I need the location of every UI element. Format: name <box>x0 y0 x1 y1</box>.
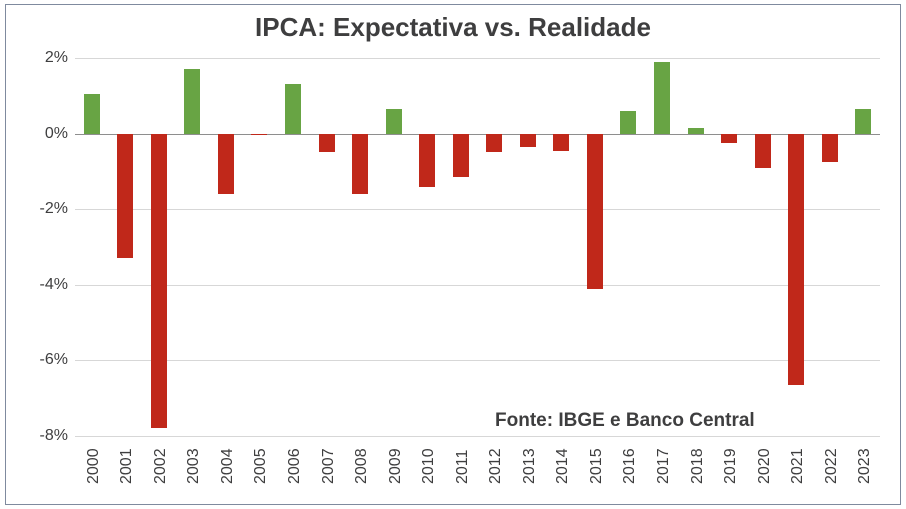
chart-title: IPCA: Expectativa vs. Realidade <box>0 12 906 43</box>
gridline-h <box>75 285 880 286</box>
bar <box>520 134 536 147</box>
x-tick-label: 2004 <box>219 448 237 484</box>
x-tick-label: 2016 <box>621 448 639 484</box>
bar <box>352 134 368 194</box>
x-tick-label: 2009 <box>387 448 405 484</box>
y-tick-label: -8% <box>8 427 68 445</box>
gridline-h <box>75 209 880 210</box>
plot-area: Fonte: IBGE e Banco Central <box>75 58 880 436</box>
bar <box>419 134 435 187</box>
x-tick-label: 2015 <box>588 448 606 484</box>
bar <box>453 134 469 177</box>
x-tick-label: 2022 <box>823 448 841 484</box>
y-tick-label: -2% <box>8 200 68 218</box>
x-tick-label: 2003 <box>185 448 203 484</box>
bar <box>855 109 871 134</box>
bar <box>721 134 737 143</box>
x-tick-label: 2019 <box>722 448 740 484</box>
x-tick-label: 2010 <box>420 448 438 484</box>
x-tick-label: 2001 <box>118 448 136 484</box>
x-tick-label: 2018 <box>689 448 707 484</box>
bar <box>285 84 301 133</box>
y-tick-label: -6% <box>8 351 68 369</box>
x-tick-label: 2020 <box>756 448 774 484</box>
bar <box>184 69 200 133</box>
bar <box>788 134 804 385</box>
x-tick-label: 2000 <box>85 448 103 484</box>
bar <box>319 134 335 153</box>
bar <box>84 94 100 134</box>
x-tick-label: 2017 <box>655 448 673 484</box>
bar <box>688 128 704 134</box>
gridline-h <box>75 360 880 361</box>
gridline-h <box>75 436 880 437</box>
x-tick-label: 2008 <box>353 448 371 484</box>
bar <box>251 134 267 136</box>
bar <box>117 134 133 259</box>
bar <box>755 134 771 168</box>
x-tick-label: 2007 <box>320 448 338 484</box>
x-tick-label: 2013 <box>521 448 539 484</box>
gridline-h <box>75 58 880 59</box>
x-tick-label: 2021 <box>789 448 807 484</box>
x-tick-label: 2006 <box>286 448 304 484</box>
x-tick-label: 2002 <box>152 448 170 484</box>
x-tick-label: 2011 <box>454 450 472 484</box>
x-tick-label: 2014 <box>554 448 572 484</box>
bar <box>553 134 569 151</box>
bar <box>151 134 167 429</box>
bar <box>654 62 670 134</box>
y-tick-label: 2% <box>8 49 68 67</box>
bar <box>620 111 636 134</box>
y-tick-label: -4% <box>8 276 68 294</box>
x-tick-label: 2012 <box>487 448 505 484</box>
source-label: Fonte: IBGE e Banco Central <box>495 410 755 432</box>
bar <box>218 134 234 194</box>
bar <box>822 134 838 162</box>
bar <box>587 134 603 289</box>
x-tick-label: 2005 <box>252 448 270 484</box>
bar <box>386 109 402 134</box>
y-tick-label: 0% <box>8 125 68 143</box>
x-tick-label: 2023 <box>856 448 874 484</box>
bar <box>486 134 502 153</box>
